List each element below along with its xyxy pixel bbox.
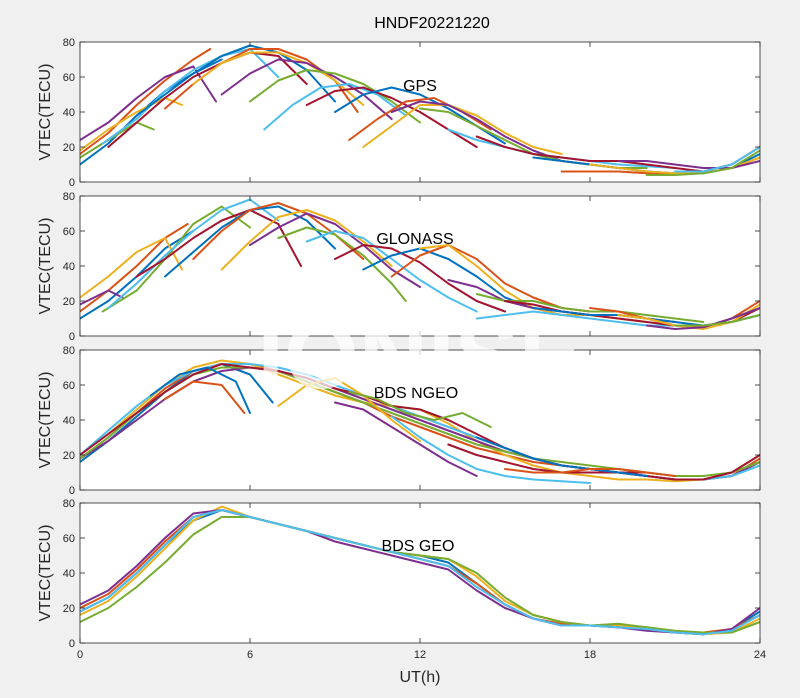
y-axis-label: VTEC(TECU) — [37, 64, 54, 161]
y-tick-label: 80 — [63, 498, 75, 510]
subplot-1: 0 20 40 60 80 VTEC(TECU) GPS — [37, 37, 761, 189]
series-line — [674, 314, 760, 327]
watermark-text: IONISE — [257, 302, 582, 409]
series-group — [80, 505, 760, 636]
y-axis-label: VTEC(TECU) — [37, 372, 54, 469]
series-line — [362, 247, 535, 309]
series-line — [80, 509, 760, 636]
y-tick-label: 40 — [63, 107, 75, 119]
x-tick-label: 18 — [584, 649, 596, 661]
series-line — [362, 104, 563, 155]
y-tick-label: 20 — [63, 296, 75, 308]
series-line — [249, 212, 421, 288]
y-tick-label: 60 — [63, 226, 75, 238]
series-line — [80, 121, 155, 159]
x-tick-label: 0 — [77, 649, 83, 661]
panel-label: BDS GEO — [382, 538, 455, 555]
series-line — [107, 51, 308, 148]
series-line — [617, 160, 760, 169]
y-tick-label: 0 — [69, 638, 75, 650]
series-line — [390, 415, 591, 484]
series-line — [80, 509, 760, 636]
series-line — [249, 69, 421, 124]
panel-label: BDS NGEO — [374, 385, 458, 402]
series-line — [348, 391, 492, 428]
subplot-2: 0 20 40 60 80 VTEC(TECU) GLONASS — [37, 191, 761, 343]
series-line — [334, 401, 478, 477]
series-line — [504, 468, 676, 477]
series-line — [334, 244, 506, 313]
series-line — [80, 516, 760, 634]
series-line — [475, 293, 705, 323]
series-line — [305, 230, 478, 313]
series-line — [135, 209, 302, 278]
series-line — [80, 237, 183, 299]
y-tick-label: 80 — [63, 345, 75, 357]
series-line — [80, 223, 189, 313]
subplot-4: 0 20 40 60 80 0 6 12 18 24 VTEC(TECU) BDS GEO — [37, 498, 766, 661]
series-group — [80, 359, 760, 484]
series-line — [475, 310, 705, 327]
series-line — [80, 289, 124, 306]
y-tick-label: 60 — [63, 72, 75, 84]
x-tick-label: 12 — [414, 649, 426, 661]
y-tick-label: 20 — [63, 603, 75, 615]
y-tick-label: 40 — [63, 261, 75, 273]
figure-title: HNDF20221220 — [374, 15, 490, 32]
series-line — [101, 205, 251, 313]
y-tick-label: 60 — [63, 380, 75, 392]
series-line — [475, 436, 648, 477]
y-tick-label: 40 — [63, 415, 75, 427]
series-line — [277, 377, 421, 442]
series-line — [277, 226, 407, 302]
series-line — [220, 209, 393, 271]
plot-area — [80, 196, 760, 336]
x-tick-label: 24 — [754, 649, 766, 661]
y-tick-label: 0 — [69, 177, 75, 189]
plot-area — [80, 503, 760, 643]
y-tick-label: 40 — [63, 568, 75, 580]
series-line — [674, 146, 760, 173]
series-line — [645, 307, 760, 330]
series-group — [80, 44, 760, 176]
series-line — [135, 44, 336, 117]
y-tick-label: 0 — [69, 331, 75, 343]
y-tick-label: 20 — [63, 142, 75, 154]
y-tick-label: 80 — [63, 191, 75, 203]
series-line — [263, 83, 407, 131]
series-line — [80, 97, 183, 152]
y-tick-label: 0 — [69, 485, 75, 497]
y-tick-label: 60 — [63, 533, 75, 545]
x-tick-label: 6 — [247, 649, 253, 661]
y-tick-label: 20 — [63, 450, 75, 462]
y-axis-label: VTEC(TECU) — [37, 218, 54, 315]
subplot-3: 0 20 40 60 80 VTEC(TECU) BDS NGEO — [37, 345, 761, 497]
series-group — [80, 198, 760, 330]
panel-label: GPS — [403, 78, 437, 95]
series-line — [149, 366, 251, 414]
series-line — [475, 135, 705, 173]
series-line — [192, 51, 365, 106]
series-line — [645, 149, 760, 176]
panel-label: GLONASS — [376, 231, 453, 248]
series-line — [80, 48, 212, 155]
x-axis-label: UT(h) — [400, 669, 441, 686]
y-axis-label: VTEC(TECU) — [37, 525, 54, 622]
y-tick-label: 80 — [63, 37, 75, 49]
series-line — [164, 380, 246, 414]
